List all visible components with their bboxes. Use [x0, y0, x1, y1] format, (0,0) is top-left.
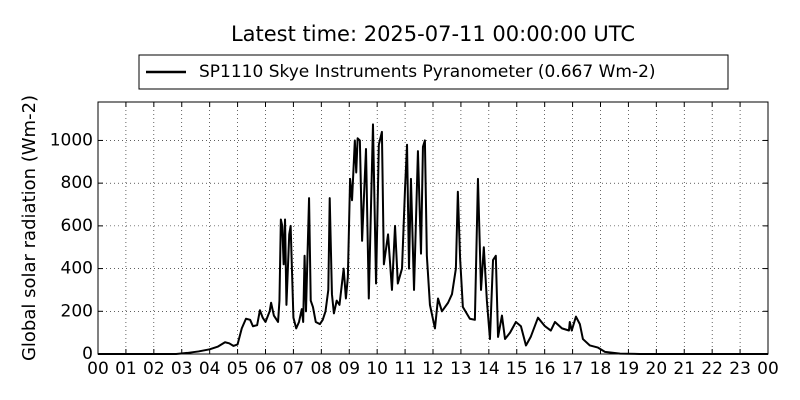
x-tick-label: 22 [701, 359, 723, 379]
legend [138, 54, 729, 90]
x-tick-label: 09 [338, 359, 360, 379]
y-tick-label: 400 [61, 259, 93, 279]
data-line [98, 123, 768, 355]
x-tick-label: 01 [115, 359, 137, 379]
x-tick-label: 03 [171, 359, 193, 379]
x-tick-label: 04 [199, 359, 221, 379]
plot-area: 0 200 400 600 800 1000 00 01 02 03 04 05 06 07 08 09 10 1… [50, 101, 779, 379]
x-tick-label: 16 [534, 359, 556, 379]
x-tick-label: 13 [450, 359, 472, 379]
x-tick-label: 20 [646, 359, 668, 379]
y-tick-label: 0 [82, 344, 93, 364]
x-tick-label: 08 [311, 359, 333, 379]
y-axis-label: Global solar radiation (Wm-2) [19, 95, 40, 361]
x-tick-label: 19 [618, 359, 640, 379]
x-tick-label: 00 [87, 359, 109, 379]
x-tick-label: 11 [394, 359, 416, 379]
y-tick-label: 600 [61, 216, 93, 236]
x-tick-label: 14 [478, 359, 500, 379]
x-tick-label: 06 [255, 359, 277, 379]
x-tick-label: 21 [673, 359, 695, 379]
chart-title: Latest time: 2025-07-11 00:00:00 UTC [231, 22, 635, 46]
x-tick-label: 18 [590, 359, 612, 379]
y-tick-label: 1000 [50, 130, 93, 150]
y-tick-label: 200 [61, 301, 93, 321]
x-tick-label: 10 [366, 359, 388, 379]
x-tick-label: 02 [143, 359, 165, 379]
plot-frame [97, 101, 769, 355]
x-tick-label: 00 [757, 359, 779, 379]
y-tick-label: 800 [61, 173, 93, 193]
x-tick-label: 15 [506, 359, 528, 379]
x-tick-label: 23 [729, 359, 751, 379]
x-tick-label: 05 [227, 359, 249, 379]
x-tick-label: 07 [283, 359, 305, 379]
legend-label: SP1110 Skye Instruments Pyranometer (0.6… [199, 62, 656, 82]
x-tick-label: 12 [422, 359, 444, 379]
x-tick-label: 17 [562, 359, 584, 379]
